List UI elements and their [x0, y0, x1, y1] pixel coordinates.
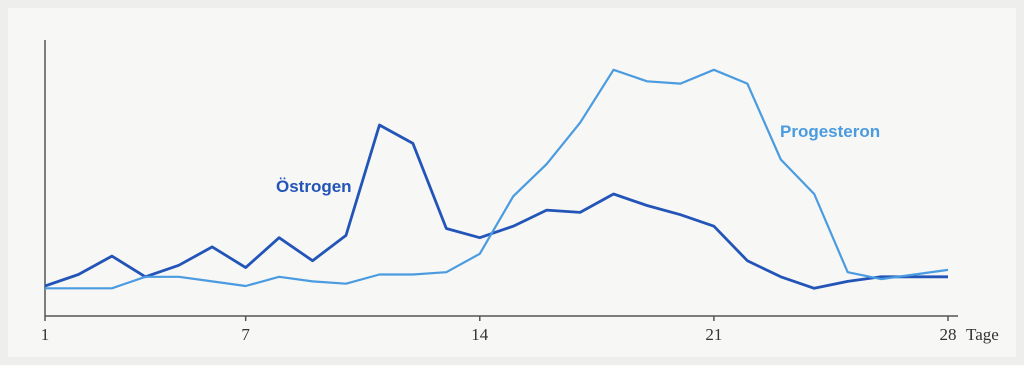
- x-tick-label: 28: [940, 325, 957, 344]
- x-axis-ticks: 1 7 14 21 28: [41, 316, 957, 344]
- series-line-oestrogen: [44, 123, 948, 290]
- x-axis-unit-label: Tage: [966, 325, 999, 344]
- x-tick-label: 21: [705, 325, 722, 344]
- hormone-cycle-chart: 1 7 14 21 28 Tage Östrogen Progesteron: [41, 40, 999, 344]
- series-label-progesteron: Progesteron: [780, 122, 880, 141]
- series-lines: [44, 68, 949, 290]
- x-tick-label: 14: [471, 325, 489, 344]
- x-tick-label: 7: [241, 325, 250, 344]
- series-line-progesteron: [45, 68, 949, 290]
- chart-panel: 1 7 14 21 28 Tage Östrogen Progesteron: [8, 8, 1016, 357]
- x-tick-label: 1: [41, 325, 50, 344]
- series-label-oestrogen: Östrogen: [276, 177, 352, 196]
